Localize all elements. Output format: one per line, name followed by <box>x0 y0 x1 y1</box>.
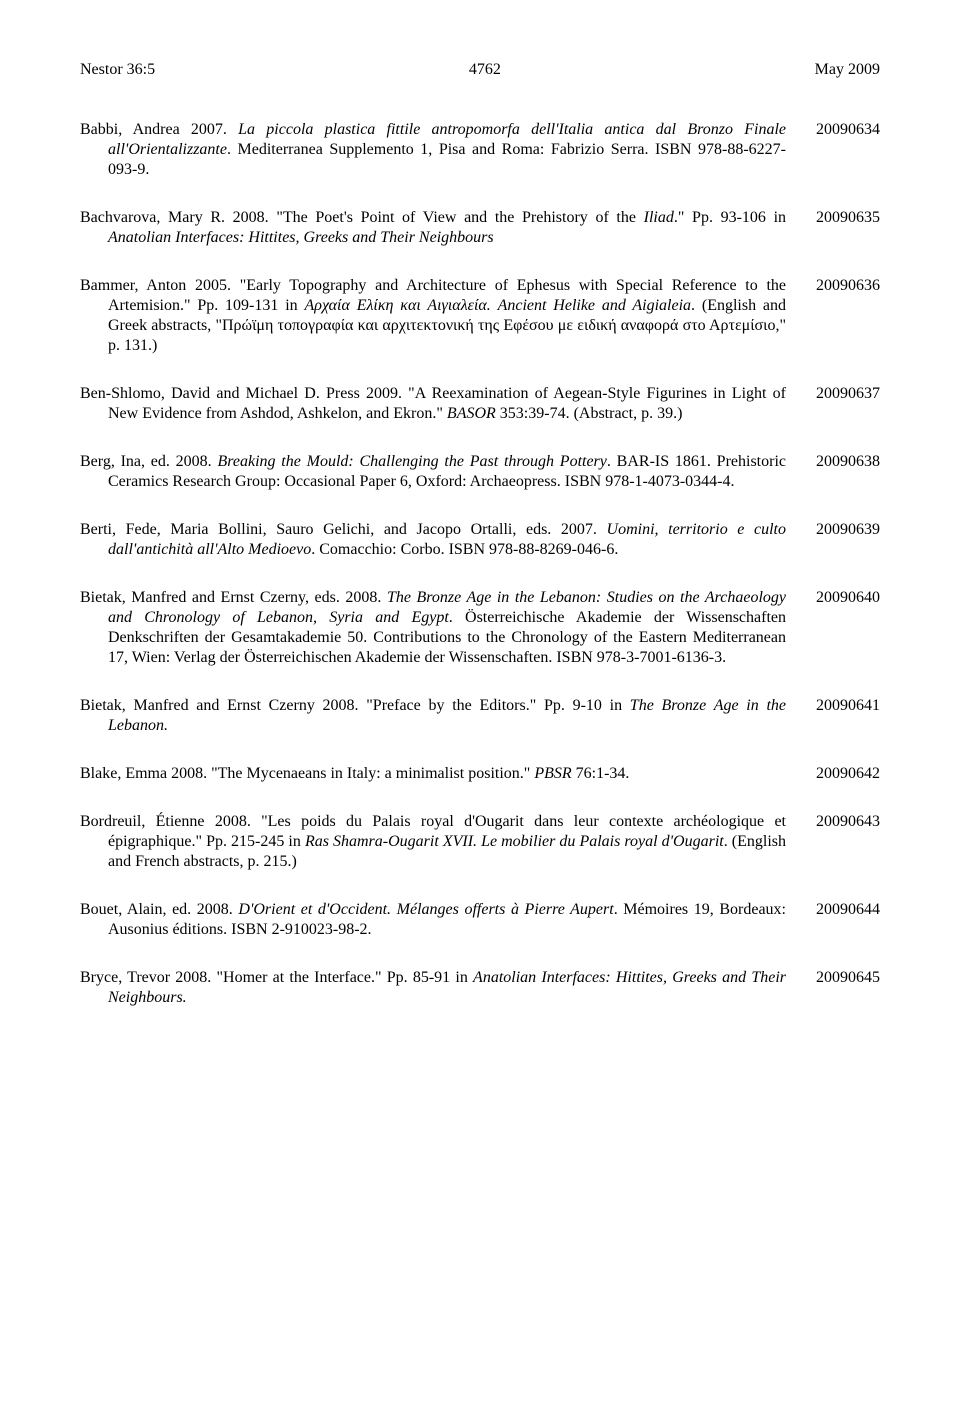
bibliography-entry: Blake, Emma 2008. "The Mycenaeans in Ita… <box>80 764 880 784</box>
entry-id: 20090637 <box>806 384 880 404</box>
header-center: 4762 <box>469 60 501 80</box>
page-header: Nestor 36:5 4762 May 2009 <box>80 60 880 80</box>
entry-text: Bachvarova, Mary R. 2008. "The Poet's Po… <box>80 208 806 248</box>
entry-id: 20090635 <box>806 208 880 228</box>
bibliography-entry: Ben-Shlomo, David and Michael D. Press 2… <box>80 384 880 424</box>
entry-id: 20090644 <box>806 900 880 920</box>
entry-text: Berg, Ina, ed. 2008. Breaking the Mould:… <box>80 452 806 492</box>
entry-text: Berti, Fede, Maria Bollini, Sauro Gelich… <box>80 520 806 560</box>
entry-text: Ben-Shlomo, David and Michael D. Press 2… <box>80 384 806 424</box>
header-left: Nestor 36:5 <box>80 60 155 80</box>
entry-id: 20090643 <box>806 812 880 832</box>
bibliography-entry: Bietak, Manfred and Ernst Czerny 2008. "… <box>80 696 880 736</box>
bibliography-list: Babbi, Andrea 2007. La piccola plastica … <box>80 120 880 1008</box>
entry-id: 20090639 <box>806 520 880 540</box>
bibliography-entry: Babbi, Andrea 2007. La piccola plastica … <box>80 120 880 180</box>
entry-id: 20090634 <box>806 120 880 140</box>
bibliography-entry: Bietak, Manfred and Ernst Czerny, eds. 2… <box>80 588 880 668</box>
entry-text: Bouet, Alain, ed. 2008. D'Orient et d'Oc… <box>80 900 806 940</box>
entry-id: 20090641 <box>806 696 880 716</box>
bibliography-entry: Berg, Ina, ed. 2008. Breaking the Mould:… <box>80 452 880 492</box>
bibliography-entry: Berti, Fede, Maria Bollini, Sauro Gelich… <box>80 520 880 560</box>
entry-text: Bordreuil, Étienne 2008. "Les poids du P… <box>80 812 806 872</box>
entry-text: Blake, Emma 2008. "The Mycenaeans in Ita… <box>80 764 806 784</box>
entry-id: 20090642 <box>806 764 880 784</box>
entry-id: 20090640 <box>806 588 880 608</box>
entry-id: 20090636 <box>806 276 880 296</box>
bibliography-entry: Bachvarova, Mary R. 2008. "The Poet's Po… <box>80 208 880 248</box>
entry-text: Bammer, Anton 2005. "Early Topography an… <box>80 276 806 356</box>
header-right: May 2009 <box>815 60 880 80</box>
entry-id: 20090638 <box>806 452 880 472</box>
bibliography-entry: Bammer, Anton 2005. "Early Topography an… <box>80 276 880 356</box>
bibliography-entry: Bouet, Alain, ed. 2008. D'Orient et d'Oc… <box>80 900 880 940</box>
entry-text: Babbi, Andrea 2007. La piccola plastica … <box>80 120 806 180</box>
entry-text: Bietak, Manfred and Ernst Czerny, eds. 2… <box>80 588 806 668</box>
entry-text: Bietak, Manfred and Ernst Czerny 2008. "… <box>80 696 806 736</box>
entry-id: 20090645 <box>806 968 880 988</box>
bibliography-entry: Bryce, Trevor 2008. "Homer at the Interf… <box>80 968 880 1008</box>
bibliography-entry: Bordreuil, Étienne 2008. "Les poids du P… <box>80 812 880 872</box>
entry-text: Bryce, Trevor 2008. "Homer at the Interf… <box>80 968 806 1008</box>
